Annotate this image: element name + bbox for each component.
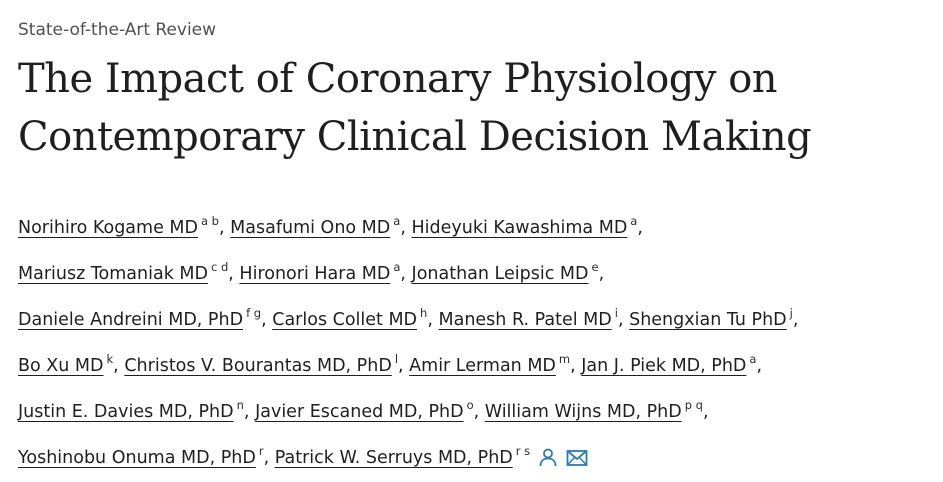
author-item: Javier Escaned MD, PhD o xyxy=(255,398,474,422)
author-item: Manesh R. Patel MD i xyxy=(438,306,618,330)
author-item: Justin E. Davies MD, PhD n xyxy=(18,398,244,422)
author-link[interactable]: Masafumi Ono MD xyxy=(230,218,391,238)
affiliation-marker[interactable]: p q xyxy=(684,398,703,412)
author-separator: , xyxy=(261,310,267,330)
author-item: Christos V. Bourantas MD, PhD l xyxy=(124,352,398,376)
article-title-line-1: The Impact of Coronary Physiology on xyxy=(18,56,778,102)
affiliation-marker[interactable]: a xyxy=(393,260,401,274)
affiliation-marker[interactable]: a xyxy=(630,214,638,228)
author-item: Mariusz Tomaniak MD c d xyxy=(18,260,228,284)
affiliation-marker[interactable]: a xyxy=(749,352,757,366)
author-separator: , xyxy=(228,264,234,284)
author-separator: , xyxy=(617,310,624,330)
author-item: Daniele Andreini MD, PhD f g xyxy=(18,306,261,330)
author-separator: , xyxy=(702,402,709,422)
author-link[interactable]: Shengxian Tu PhD xyxy=(629,310,787,330)
author-separator: , xyxy=(756,356,763,376)
author-list: Norihiro Kogame MD a b, Masafumi Ono MD a,… xyxy=(18,202,933,482)
author-link[interactable]: Norihiro Kogame MD xyxy=(18,218,198,238)
author-item: Masafumi Ono MD a xyxy=(230,214,400,238)
author-link[interactable]: Javier Escaned MD, PhD xyxy=(255,402,464,422)
author-link[interactable]: Jan J. Piek MD, PhD xyxy=(581,356,747,376)
author-link[interactable]: Carlos Collet MD xyxy=(272,310,418,330)
author-link[interactable]: Amir Lerman MD xyxy=(409,356,556,376)
author-separator: , xyxy=(263,448,270,468)
author-item: Shengxian Tu PhD j xyxy=(629,306,793,330)
author-separator: , xyxy=(792,310,799,330)
author-separator: , xyxy=(113,356,119,376)
author-link[interactable]: Jonathan Leipsic MD xyxy=(411,264,589,284)
author-separator: , xyxy=(398,356,404,376)
affiliation-marker[interactable]: m xyxy=(558,352,571,366)
affiliation-marker[interactable]: j xyxy=(789,306,793,320)
author-separator: , xyxy=(400,264,406,284)
author-item: Norihiro Kogame MD a b xyxy=(18,214,219,238)
affiliation-marker[interactable]: o xyxy=(466,398,474,412)
author-separator: , xyxy=(219,218,225,238)
author-item: Hironori Hara MD a xyxy=(239,260,400,284)
article-title: The Impact of Coronary Physiology on Con… xyxy=(18,50,812,166)
author-item: William Wijns MD, PhD p q xyxy=(484,398,703,422)
author-item: Jonathan Leipsic MD e xyxy=(411,260,599,284)
author-link[interactable]: Daniele Andreini MD, PhD xyxy=(18,310,244,330)
affiliation-marker[interactable]: a xyxy=(393,214,401,228)
author-link[interactable]: Yoshinobu Onuma MD, PhD xyxy=(18,448,256,468)
author-separator: , xyxy=(400,218,406,238)
affiliation-marker[interactable]: a b xyxy=(200,214,219,228)
affiliation-marker[interactable]: f g xyxy=(246,306,262,320)
article-type-label: State-of-the-Art Review xyxy=(18,20,217,40)
affiliation-marker[interactable]: e xyxy=(591,260,599,274)
author-separator: , xyxy=(473,402,480,422)
affiliation-marker[interactable]: h xyxy=(420,306,428,320)
author-item: Yoshinobu Onuma MD, PhD r xyxy=(18,444,264,468)
author-link[interactable]: Bo Xu MD xyxy=(18,356,104,376)
author-link[interactable]: Justin E. Davies MD, PhD xyxy=(18,402,234,422)
affiliation-marker[interactable]: l xyxy=(394,352,399,366)
author-link[interactable]: Patrick W. Serruys MD, PhD xyxy=(274,448,513,468)
author-item: Amir Lerman MD m xyxy=(409,352,570,376)
author-separator: , xyxy=(637,218,643,238)
person-icon[interactable] xyxy=(538,443,558,482)
affiliation-marker[interactable]: c d xyxy=(210,260,229,274)
author-item: Hideyuki Kawashima MD a xyxy=(411,214,637,238)
article-header: State-of-the-Art Review The Impact of Co… xyxy=(18,20,812,468)
author-link[interactable]: Hironori Hara MD xyxy=(239,264,391,284)
author-separator: , xyxy=(427,310,433,330)
author-link[interactable]: Mariusz Tomaniak MD xyxy=(18,264,208,284)
author-item: Patrick W. Serruys MD, PhD r s xyxy=(274,444,530,468)
article-title-line-2: Contemporary Clinical Decision Making xyxy=(18,114,812,160)
author-separator: , xyxy=(570,356,576,376)
affiliation-marker[interactable]: k xyxy=(106,352,114,366)
author-link[interactable]: Manesh R. Patel MD xyxy=(438,310,612,330)
author-link[interactable]: Hideyuki Kawashima MD xyxy=(411,218,628,238)
author-item: Jan J. Piek MD, PhD a xyxy=(581,352,756,376)
author-item: Carlos Collet MD h xyxy=(272,306,427,330)
envelope-icon[interactable] xyxy=(566,443,588,482)
author-separator: , xyxy=(243,402,250,422)
author-separator: , xyxy=(598,264,605,284)
affiliation-marker[interactable]: r s xyxy=(515,444,531,458)
affiliation-marker[interactable]: r xyxy=(258,444,264,458)
author-link[interactable]: Christos V. Bourantas MD, PhD xyxy=(124,356,392,376)
author-link[interactable]: William Wijns MD, PhD xyxy=(484,402,682,422)
affiliation-marker[interactable]: i xyxy=(614,306,618,320)
affiliation-marker[interactable]: n xyxy=(236,398,244,412)
author-item: Bo Xu MD k xyxy=(18,352,113,376)
